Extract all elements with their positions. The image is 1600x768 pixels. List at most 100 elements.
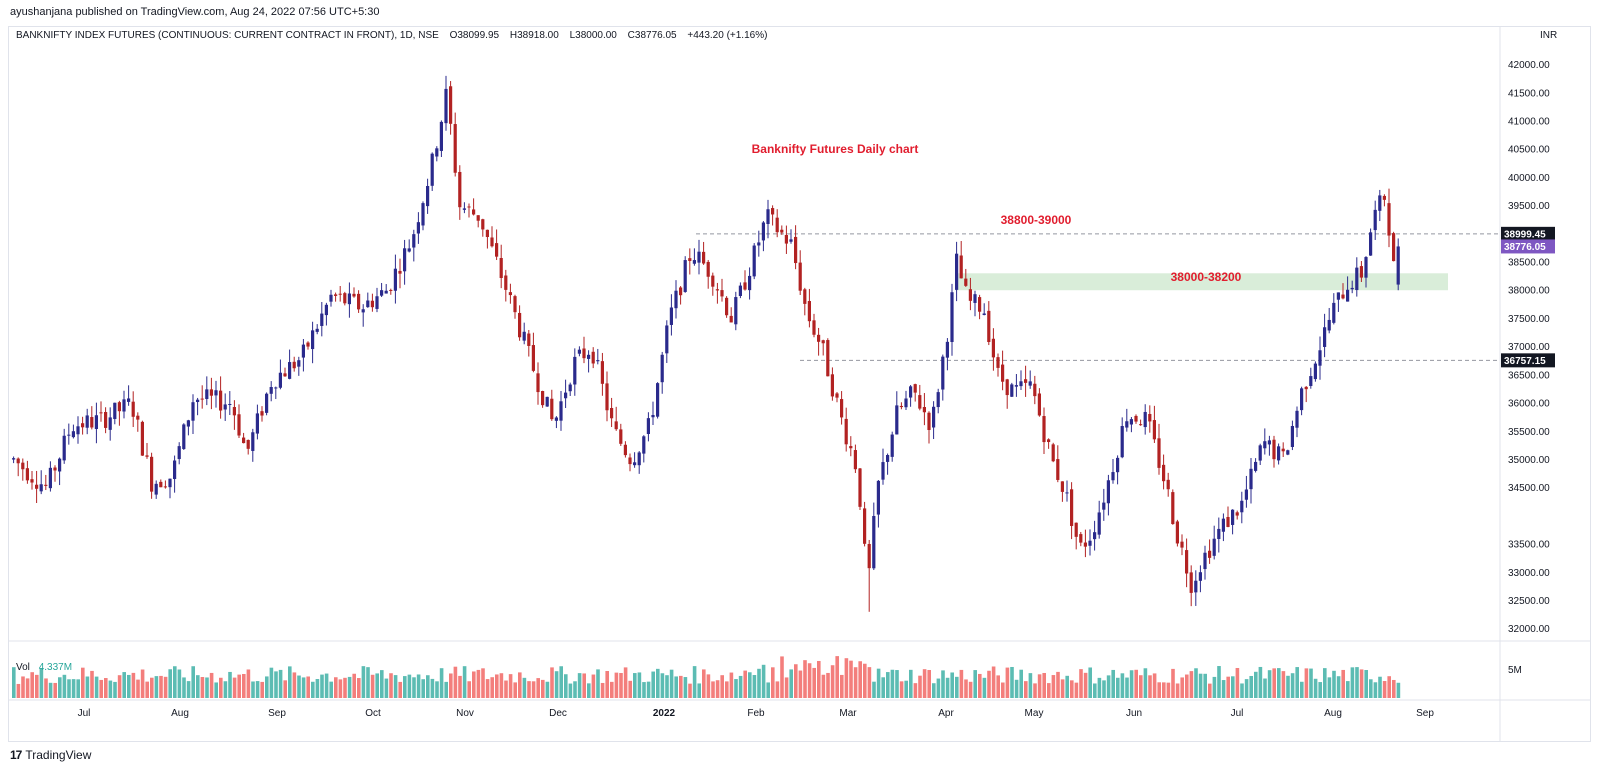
candle-body: [269, 387, 273, 394]
candle-body: [71, 431, 75, 438]
volume-bar: [320, 674, 324, 698]
candle-body: [30, 479, 34, 483]
legend-change: +443.20 (+1.16%): [687, 30, 768, 41]
volume-bar: [113, 681, 117, 698]
volume-bar: [968, 681, 973, 698]
candle-body: [573, 356, 577, 385]
volume-bar: [1267, 670, 1272, 698]
candle-body: [384, 290, 388, 294]
volume-bar: [219, 677, 223, 698]
candle-body: [168, 478, 172, 488]
time-tick-label: Feb: [747, 708, 765, 719]
chart-frame: [8, 26, 1591, 742]
volume-bar: [389, 673, 393, 698]
volume-bar: [329, 681, 333, 698]
candle-body: [1336, 292, 1340, 300]
volume-bar: [1088, 667, 1092, 698]
volume-bar: [987, 670, 991, 698]
price-tick-label: 37000.00: [1508, 342, 1550, 353]
volume-bar: [582, 673, 586, 698]
volume-bar: [140, 669, 145, 698]
candle-body: [886, 455, 890, 462]
volume-bar: [1208, 683, 1212, 698]
candle-body: [94, 415, 98, 430]
candle-body: [1185, 550, 1189, 574]
candle-body: [766, 209, 770, 225]
volume-bar: [1014, 679, 1019, 698]
resistance-annotation[interactable]: 38800-39000: [1001, 213, 1072, 227]
candle-body: [918, 395, 922, 409]
volume-bar: [669, 669, 674, 698]
currency-label: INR: [1540, 30, 1558, 41]
candle-body: [338, 293, 342, 295]
candle-body: [476, 215, 480, 221]
candle-body: [955, 253, 959, 290]
volume-bar: [1323, 668, 1327, 698]
candle-body: [1171, 492, 1175, 525]
volume-bar: [1235, 667, 1240, 698]
candle-body: [789, 239, 793, 242]
candle-body: [462, 208, 466, 210]
candle-body: [881, 462, 885, 480]
volume-bar: [991, 666, 996, 698]
time-tick-label: Mar: [839, 708, 857, 719]
volume-bar: [48, 682, 53, 698]
candle-body: [260, 411, 264, 416]
volume-bar: [260, 681, 264, 698]
candle-body: [1093, 532, 1097, 540]
candle-body: [771, 208, 775, 215]
time-tick-label: Aug: [1324, 708, 1342, 719]
volume-bar: [232, 677, 237, 698]
tradingview-brand[interactable]: 17 TradingView: [10, 748, 91, 762]
volume-bar: [467, 681, 471, 698]
volume-bar: [959, 669, 964, 698]
volume-bar: [697, 683, 701, 698]
candle-body: [1396, 246, 1400, 285]
symbol-name[interactable]: BANKNIFTY INDEX FUTURES (CONTINUOUS: CUR…: [16, 30, 439, 41]
volume-bar: [439, 668, 444, 698]
candle-body: [117, 402, 121, 412]
volume-bar: [453, 666, 458, 698]
candle-body: [1024, 379, 1028, 383]
volume-bar: [343, 677, 347, 698]
volume-bar: [886, 672, 890, 698]
volume-bar: [1318, 682, 1322, 698]
volume-bar: [909, 669, 913, 698]
volume-bar: [1382, 681, 1387, 698]
support-zone[interactable]: [955, 273, 1448, 291]
candle-body: [1116, 457, 1120, 473]
candle-body: [1148, 413, 1152, 422]
volume-bar: [1272, 668, 1276, 698]
chart-title-annotation[interactable]: Banknifty Futures Daily chart: [752, 142, 919, 156]
candle-body: [145, 455, 149, 457]
support-zone-annotation[interactable]: 38000-38200: [1171, 270, 1242, 284]
volume-bar: [1129, 670, 1134, 698]
volume-bar: [688, 683, 692, 698]
volume-bar: [1171, 668, 1175, 698]
volume-bar: [485, 679, 490, 698]
volume-bar: [154, 676, 159, 698]
volume-bar: [1309, 668, 1313, 698]
candle-body: [421, 203, 425, 226]
volume-bar: [1037, 674, 1042, 698]
candle-body: [913, 384, 917, 393]
candle-body: [1364, 257, 1368, 278]
volume-bar: [1024, 681, 1028, 698]
symbol-legend: BANKNIFTY INDEX FUTURES (CONTINUOUS: CUR…: [16, 30, 767, 41]
candle-body: [352, 293, 356, 297]
candle-body: [817, 334, 821, 342]
volume-bar: [200, 677, 205, 698]
volume-bar: [99, 679, 103, 698]
volume-bar: [1249, 675, 1253, 698]
candle-body: [1070, 489, 1074, 526]
candle-body: [242, 437, 246, 444]
candle-body: [1120, 426, 1124, 458]
volume-bar: [706, 674, 711, 698]
candle-body: [1359, 266, 1363, 278]
volume-bar: [1189, 671, 1194, 698]
candle-body: [968, 289, 972, 301]
volume-bar: [628, 680, 632, 698]
candle-body: [596, 360, 600, 362]
candle-body: [1387, 203, 1391, 236]
